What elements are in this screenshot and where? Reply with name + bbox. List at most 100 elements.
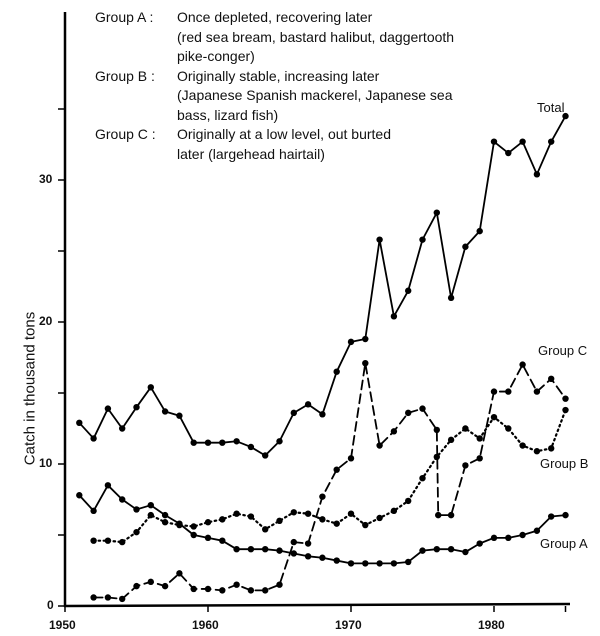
data-point xyxy=(319,516,326,523)
data-point xyxy=(505,149,512,157)
data-point xyxy=(204,534,212,542)
data-point xyxy=(90,435,97,442)
data-point xyxy=(433,453,440,461)
data-point xyxy=(304,510,312,517)
data-point xyxy=(390,560,398,567)
data-point xyxy=(161,511,169,519)
data-point xyxy=(435,511,442,519)
data-point xyxy=(433,426,440,434)
data-point xyxy=(147,501,154,509)
data-point xyxy=(462,243,469,250)
data-point xyxy=(405,409,412,417)
data-point xyxy=(347,338,355,346)
data-point xyxy=(133,528,140,536)
legend-row: pike-conger) xyxy=(95,47,477,67)
data-point xyxy=(133,506,140,513)
data-point xyxy=(161,582,169,590)
data-point xyxy=(419,405,426,412)
data-point xyxy=(247,443,255,451)
data-point xyxy=(76,419,83,427)
x-tick-label: 1970 xyxy=(335,618,362,632)
data-point xyxy=(319,554,326,561)
x-axis xyxy=(63,602,571,608)
data-point xyxy=(533,448,541,455)
series-group-c xyxy=(90,359,569,603)
data-point xyxy=(419,547,426,554)
data-point xyxy=(204,519,212,526)
legend-row: later (largehead hairtail) xyxy=(95,145,477,165)
data-point xyxy=(347,455,355,462)
data-point xyxy=(519,531,526,539)
legend-key: Group C : xyxy=(95,126,156,142)
data-point xyxy=(505,425,512,432)
data-point xyxy=(490,388,498,395)
data-point xyxy=(490,413,498,421)
data-point xyxy=(190,439,197,446)
data-point xyxy=(290,509,297,516)
legend-row: (Japanese Spanish mackerel, Japanese sea xyxy=(95,86,477,106)
data-point xyxy=(119,425,126,432)
data-point xyxy=(304,540,312,547)
series-group-a xyxy=(76,482,569,567)
data-point xyxy=(233,438,240,445)
data-point xyxy=(548,375,555,382)
series-label-total: Total xyxy=(537,100,565,115)
data-point xyxy=(533,527,541,534)
data-point xyxy=(519,442,526,449)
data-point xyxy=(119,595,126,603)
data-point xyxy=(233,546,240,553)
series-label-group-a: Group A xyxy=(540,536,588,551)
data-point xyxy=(347,560,355,567)
data-point xyxy=(362,359,369,367)
data-point xyxy=(190,531,197,539)
data-point xyxy=(90,537,97,544)
data-point xyxy=(90,594,97,601)
data-point xyxy=(476,455,483,462)
data-point xyxy=(490,534,498,542)
data-point xyxy=(219,439,226,446)
data-point xyxy=(104,537,112,544)
legend-description: (red sea bream, bastard halibut, daggert… xyxy=(177,28,455,45)
series-line xyxy=(92,408,567,544)
data-point xyxy=(190,585,197,593)
data-point xyxy=(104,482,112,489)
data-point xyxy=(319,411,326,418)
data-point xyxy=(376,236,383,243)
data-point xyxy=(562,395,569,402)
series-line xyxy=(78,115,567,457)
data-point xyxy=(147,511,154,519)
data-point xyxy=(233,581,240,588)
data-point xyxy=(433,209,440,216)
data-point xyxy=(476,435,483,442)
legend-description: later (largehead hairtail) xyxy=(177,145,325,162)
data-point xyxy=(419,475,426,482)
data-point xyxy=(533,388,541,395)
data-point xyxy=(133,582,140,590)
data-point xyxy=(333,466,340,473)
data-point xyxy=(376,560,383,567)
legend-key: Group A : xyxy=(95,9,154,25)
data-point xyxy=(362,560,369,567)
data-point xyxy=(476,227,483,235)
data-point xyxy=(562,511,569,519)
data-point xyxy=(462,548,469,556)
legend-key xyxy=(95,145,177,165)
legend-description: pike-conger) xyxy=(177,48,255,64)
legend-row: bass, lizard fish) xyxy=(95,106,477,126)
data-point xyxy=(490,138,498,145)
data-point xyxy=(161,519,169,526)
data-point xyxy=(462,425,469,432)
data-point xyxy=(333,520,340,527)
x-tick-label: 1960 xyxy=(192,618,219,632)
legend-key xyxy=(95,28,177,48)
data-point xyxy=(405,287,412,294)
data-point xyxy=(133,404,140,411)
data-point xyxy=(262,546,269,553)
data-point xyxy=(505,534,512,542)
legend-key xyxy=(95,86,177,106)
data-point xyxy=(219,537,226,544)
data-point xyxy=(476,540,483,547)
data-point xyxy=(176,520,183,527)
data-point xyxy=(390,507,398,515)
